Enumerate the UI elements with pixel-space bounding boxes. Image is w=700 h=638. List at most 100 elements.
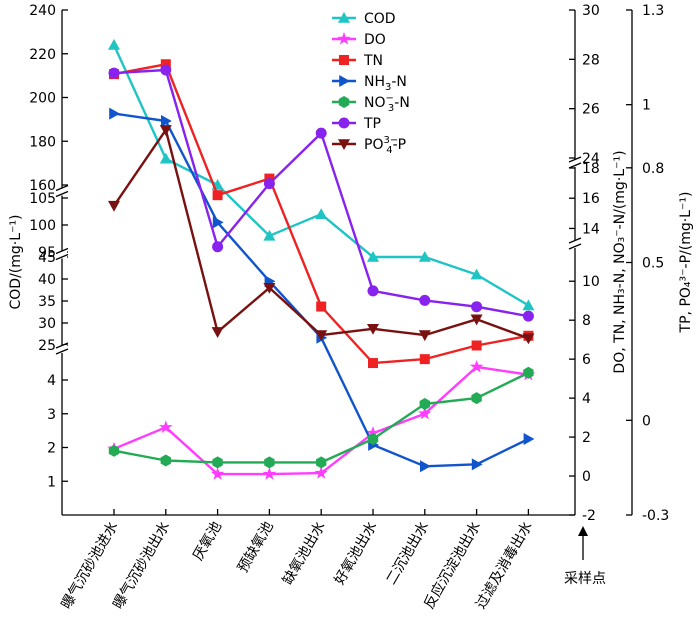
right2-axis-tick-label: 0.5 — [642, 256, 664, 272]
data-point — [108, 67, 120, 79]
legend-item: PO3− 4-P — [332, 135, 406, 156]
left-axis-tick-label: 30 — [38, 316, 56, 332]
right1-axis-tick-label: 4 — [582, 391, 591, 407]
right1-axis-tick-label: 30 — [582, 3, 600, 19]
legend-marker — [338, 117, 350, 129]
data-point — [419, 354, 430, 365]
legend-marker — [338, 96, 350, 108]
data-point — [316, 301, 327, 312]
right1-axis-tick-label: 24 — [582, 151, 600, 167]
left-axis-tick-label: 200 — [29, 91, 56, 107]
left-axis-break-2-mark-a — [55, 184, 69, 192]
legend-marker — [337, 32, 351, 45]
data-point — [212, 216, 224, 229]
data-point — [159, 420, 173, 433]
legend-label: PO3− 4-P — [364, 135, 406, 156]
left-axis-tick-label: 4 — [47, 373, 56, 389]
series-line — [113, 68, 529, 318]
right2-axis-title: TP, PO₄³⁻-P/(mg·L⁻¹) — [678, 192, 694, 334]
legend-marker — [338, 139, 350, 150]
data-point — [315, 127, 327, 139]
right1-axis-tick-label: 2 — [582, 430, 591, 446]
data-point — [160, 64, 172, 76]
series-layer — [107, 39, 536, 480]
legend-item: NH3-N — [332, 74, 407, 93]
legend-label: TP — [363, 116, 381, 132]
x-axis-category-label: 曝气沉砂池进水 — [59, 519, 122, 612]
data-point — [522, 299, 535, 311]
right1-axis-tick-label: 0 — [582, 469, 591, 485]
left-axis-break-2-mark-b — [55, 190, 69, 198]
data-point — [315, 330, 328, 342]
x-axis-category-label: 二沉池出水 — [383, 519, 432, 588]
right2-axis-tick-label: 1.3 — [642, 3, 664, 19]
data-point — [161, 115, 172, 127]
right2-axis-tick-label: 0 — [642, 413, 651, 429]
left-axis-tick-label: 100 — [29, 218, 56, 234]
data-point — [368, 358, 378, 369]
data-point — [471, 458, 483, 471]
data-point — [367, 251, 379, 262]
right1-axis-break-1-mark-a — [568, 156, 582, 163]
right1-axis-tick-label: 28 — [582, 52, 600, 68]
left-axis-tick-label: 1 — [47, 474, 56, 490]
data-point — [159, 152, 172, 164]
data-point — [469, 359, 484, 373]
data-point — [109, 107, 120, 120]
data-point — [418, 251, 431, 262]
legend-item: DO — [332, 32, 386, 48]
data-point — [212, 241, 224, 253]
data-point — [315, 208, 328, 219]
series-no3-n — [108, 366, 534, 469]
data-point — [470, 268, 483, 280]
series-tn — [109, 59, 534, 369]
legend-label: NH3-N — [364, 74, 407, 93]
series-po4-p — [108, 125, 535, 345]
data-point — [314, 466, 328, 479]
right1-axis-tick-label: -2 — [582, 508, 596, 524]
data-point — [419, 397, 430, 410]
legend-marker — [339, 75, 350, 87]
data-point — [264, 456, 275, 469]
x-axis-category-label: 缺氧池出水 — [280, 519, 329, 588]
right1-axis-tick-label: 10 — [582, 274, 600, 290]
left-axis-break-1-mark-b — [55, 253, 69, 261]
legend-label: DO — [364, 32, 386, 48]
left-axis-tick-label: 105 — [29, 191, 56, 207]
right1-axis-break-0-mark-a — [568, 237, 582, 244]
data-point — [108, 39, 120, 50]
right1-axis-tick-label: 18 — [582, 161, 600, 177]
data-point — [523, 433, 535, 446]
data-point — [212, 456, 223, 469]
right2-axis-tick-label: -0.3 — [642, 508, 669, 524]
right2-axis-tick-label: 1 — [642, 98, 651, 114]
left-axis-break-1-mark-a — [55, 247, 69, 255]
left-axis-tick-label: 25 — [38, 338, 56, 354]
data-point — [366, 426, 380, 439]
data-point — [471, 301, 483, 313]
legend-marker — [338, 12, 350, 23]
left-axis-break-2-gap — [57, 187, 67, 196]
legend-item: NO− 3-N — [332, 93, 410, 114]
series-line — [112, 44, 530, 307]
data-point — [367, 323, 379, 335]
x-axis-category-label: 预缺氧池 — [235, 519, 277, 575]
right1-axis-break-0-mark-b — [568, 243, 582, 250]
legend: COD DO TN NH3-NNO− 3-N TP PO3− 4-P — [332, 11, 410, 156]
left-axis-tick-label: 2 — [47, 441, 56, 457]
data-point — [108, 200, 120, 212]
right1-axis-break-1-gap — [570, 159, 580, 167]
labels-layer: 采样点 COD/(mg·L⁻¹) DO, TN, NH₃-N, NO₃⁻-N/(mg… — [8, 150, 694, 587]
left-axis-title: COD/(mg·L⁻¹) — [8, 215, 24, 310]
right1-axis-tick-label: 14 — [582, 221, 600, 237]
left-axis-tick-label: 40 — [38, 272, 56, 288]
data-point — [522, 333, 535, 345]
left-axis-break-0-mark-a — [55, 342, 69, 349]
left-axis-tick-label: 95 — [38, 245, 56, 261]
data-point — [159, 125, 172, 136]
left-axis-tick-label: 240 — [29, 3, 56, 19]
data-point — [210, 467, 225, 480]
left-axis-break-0-gap — [57, 345, 67, 353]
